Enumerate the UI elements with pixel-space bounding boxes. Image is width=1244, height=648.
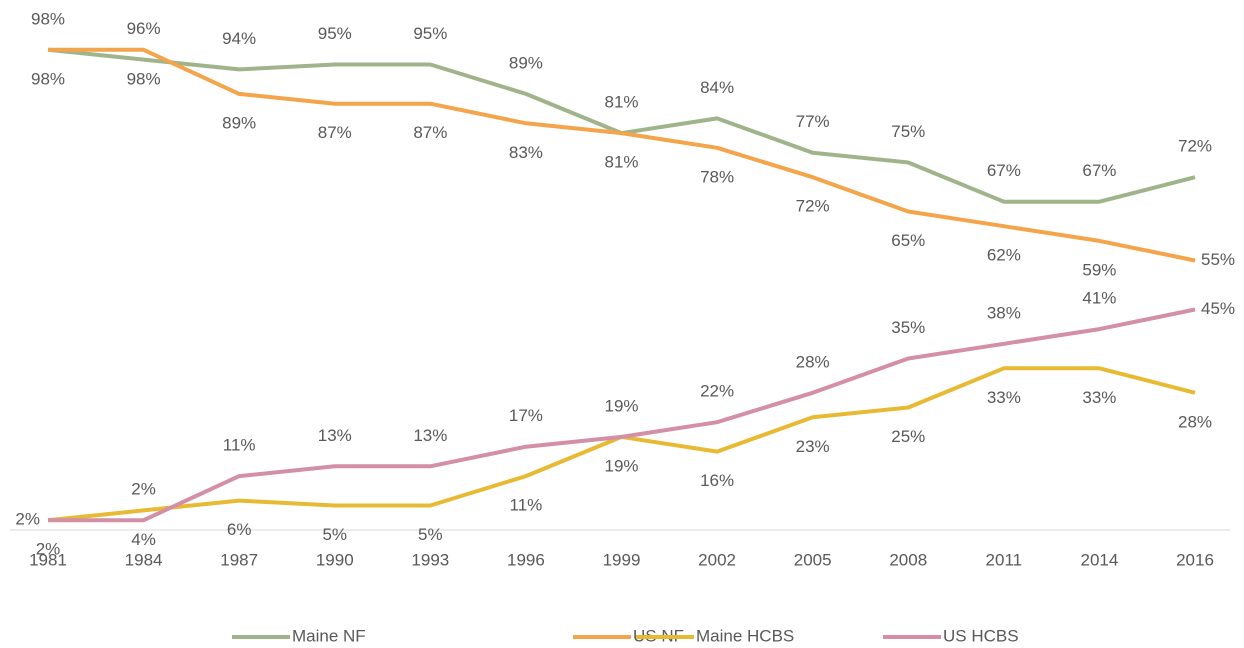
x-tick-label: 1981 [29,550,67,569]
legend-label: Maine NF [292,626,366,645]
data-label: 2% [36,540,61,559]
x-tick-label: 2008 [889,550,927,569]
data-label: 96% [127,19,161,38]
x-tick-label: 2011 [986,550,1023,569]
data-label: 65% [891,231,925,250]
data-label: 78% [700,167,734,186]
data-label: 94% [222,29,256,48]
data-label: 5% [418,525,443,544]
data-label: 11% [510,496,543,515]
data-label: 75% [891,122,925,141]
data-label: 41% [1082,289,1116,308]
line-series [48,307,1196,523]
data-label: 55% [1201,250,1235,269]
x-tick-label: 2005 [794,550,832,569]
data-label: 98% [127,69,161,88]
data-label: 87% [413,123,447,142]
data-label: 11% [223,436,256,455]
x-tick-label: 1990 [316,550,354,569]
data-label: 89% [509,53,543,72]
data-label: 98% [31,69,65,88]
data-label: 67% [987,161,1021,180]
data-label: 89% [222,113,256,132]
line-series [47,366,1196,523]
data-label: 25% [891,427,925,446]
data-label: 81% [604,153,638,172]
data-label: 22% [700,382,734,401]
data-label: 5% [322,525,347,544]
x-tick-label: 1984 [125,550,163,569]
legend-label: US HCBS [943,626,1019,645]
data-label: 16% [700,471,734,490]
x-tick-label: 1987 [220,550,258,569]
x-tick-label: 1999 [603,550,641,569]
data-label: 87% [318,123,352,142]
data-label: 77% [796,112,830,131]
data-label: 38% [987,303,1021,322]
data-label: 95% [413,24,447,43]
data-label: 19% [604,396,638,415]
data-label: 33% [1082,388,1116,407]
data-label: 35% [891,318,925,337]
data-label: 83% [509,143,543,162]
data-label: 67% [1082,161,1116,180]
data-label: 59% [1082,260,1116,279]
data-label: 62% [987,246,1021,265]
data-label: 2% [131,480,156,499]
x-tick-label: 1993 [411,550,449,569]
data-label: 2% [15,510,40,529]
x-tick-label: 1996 [507,550,545,569]
x-tick-label: 2014 [1081,550,1119,569]
x-tick-label: 2002 [698,550,736,569]
data-label: 13% [318,426,352,445]
data-label: 81% [604,93,638,112]
x-tick-label: 2016 [1176,550,1214,569]
legend-label: Maine HCBS [696,626,794,645]
data-label: 13% [413,426,447,445]
data-label: 4% [131,530,156,549]
data-label: 17% [509,406,543,425]
data-label: 98% [31,9,65,28]
data-label: 33% [987,388,1021,407]
line-series [48,47,1196,263]
data-label: 72% [1178,137,1212,156]
data-label: 6% [227,520,252,539]
data-label: 72% [796,197,830,216]
data-label: 95% [318,24,352,43]
line-series [47,47,1196,204]
data-label: 28% [796,352,830,371]
data-label: 45% [1201,299,1235,318]
data-label: 19% [604,456,638,475]
data-label: 84% [700,78,734,97]
data-label: 28% [1178,412,1212,431]
data-label: 23% [796,437,830,456]
